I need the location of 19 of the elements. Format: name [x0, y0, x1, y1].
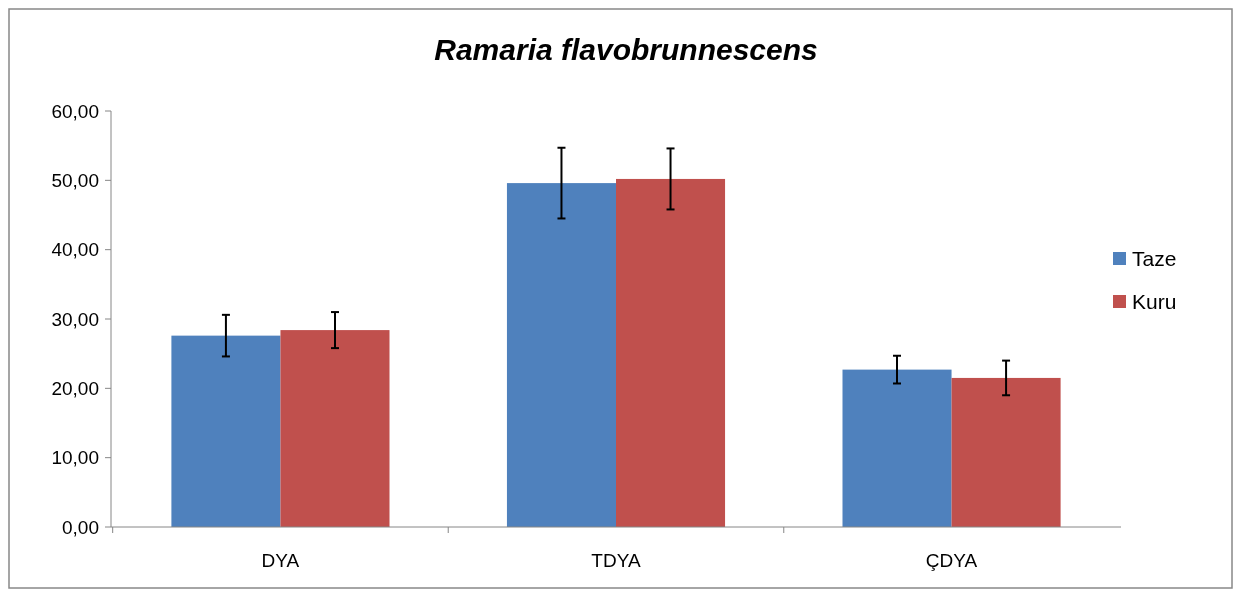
x-tick-label: DYA	[261, 550, 300, 571]
bar	[951, 377, 1061, 527]
y-tick-label: 0,00	[62, 516, 99, 538]
legend-label: Kuru	[1132, 290, 1177, 314]
y-tick-label: 40,00	[51, 239, 99, 261]
x-tick-label: ÇDYA	[925, 550, 978, 571]
y-tick-label: 10,00	[51, 447, 99, 469]
bar	[280, 330, 390, 527]
bar	[171, 335, 281, 527]
y-tick-label: 50,00	[51, 169, 99, 191]
chart-title: Ramaria flavobrunnescens	[434, 33, 818, 66]
bar	[616, 178, 726, 527]
y-tick-label: 30,00	[51, 308, 99, 330]
bar	[506, 183, 616, 527]
y-tick-label: 60,00	[51, 100, 99, 122]
bar	[842, 369, 952, 527]
legend-label: Taze	[1132, 247, 1177, 271]
x-tick-label: TDYA	[591, 550, 641, 571]
y-tick-label: 20,00	[51, 377, 99, 399]
